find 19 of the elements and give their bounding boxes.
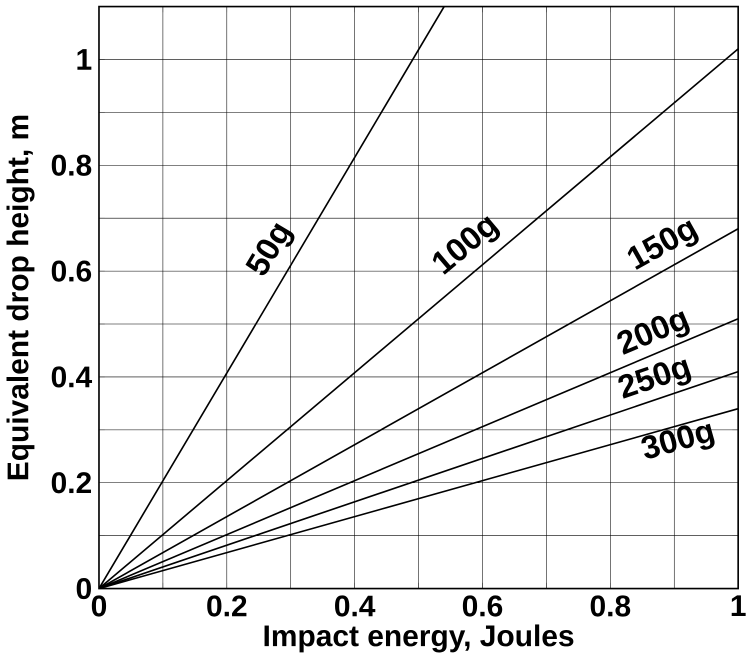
x-tick-label: 0.4 [335,595,376,617]
x-tick-label: 0 [92,595,106,617]
text: 150g [628,220,699,270]
y-tick-label: 0.4 [52,366,92,388]
x-axis-title: Impact energy, Joules [264,624,574,652]
x-tick-label: 0.2 [207,595,246,617]
y-tick-label: 0.8 [52,154,92,176]
legend-label: 200g [617,311,690,355]
y-tick-label: 0 [76,578,91,600]
text: 50g [245,223,294,276]
legend-label: 300g [641,424,715,458]
y-tick-label: 0.2 [52,472,91,494]
legend-label: 250g [618,359,692,399]
x-tick-label: 1 [732,595,746,616]
x-tick-label: 0.8 [590,595,630,617]
y-axis-title: Equivalent drop height, m [6,116,35,480]
y-tick-label: 0.6 [52,260,92,282]
y-tick-label: 1 [77,49,92,70]
x-tick-label: 0.6 [462,595,502,617]
